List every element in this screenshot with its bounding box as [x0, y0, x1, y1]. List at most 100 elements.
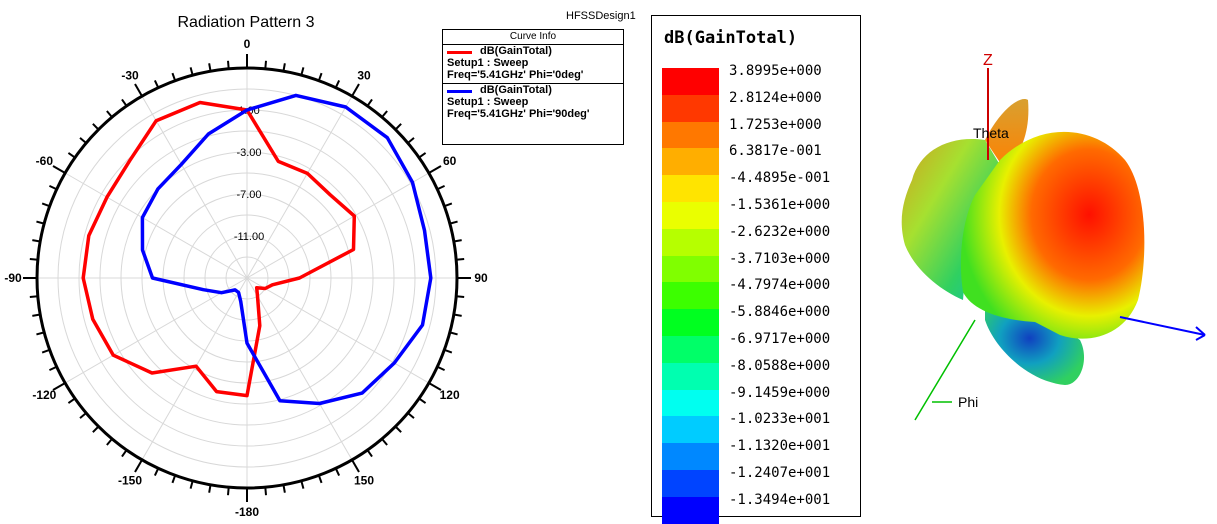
- angle-tick-mark: [49, 184, 58, 191]
- angle-tick-mark: [52, 165, 66, 174]
- angle-tick-mark: [300, 67, 305, 76]
- legend-series-name: dB(GainTotal): [480, 45, 552, 57]
- radial-tick-label: -7.00: [236, 189, 261, 201]
- curve-info-header: Curve Info: [443, 30, 623, 45]
- angle-tick-mark: [456, 258, 465, 261]
- color-scale-value: -1.1320e+001: [729, 438, 831, 455]
- angle-tick-mark: [428, 382, 442, 391]
- angle-tick-mark: [29, 295, 38, 298]
- color-scale-swatch: [662, 469, 719, 497]
- series-line-phi-90: [140, 93, 433, 406]
- angle-ticks: 0 30 60 90 120 150 -180 -150 -120 -90 -60 -30: [4, 37, 488, 519]
- angle-tick-mark: [106, 438, 113, 446]
- angle-tick-mark: [453, 239, 462, 243]
- angle-tick-mark: [351, 83, 360, 97]
- angle-tick-label: -150: [118, 474, 142, 488]
- grid-spoke: [141, 95, 248, 279]
- design-label: HFSSDesign1: [566, 10, 636, 22]
- legend-series-name: dB(GainTotal): [480, 84, 552, 96]
- color-scale-swatch: [662, 228, 719, 256]
- polar-grid: 1.00-3.00-7.00-11.00: [35, 66, 459, 490]
- color-scale-swatch: [662, 175, 719, 202]
- color-scale-value: -6.9717e+000: [729, 330, 831, 347]
- y-axis-line: [1119, 316, 1206, 336]
- angle-tick-mark: [121, 98, 128, 107]
- angle-tick-mark: [449, 331, 458, 336]
- angle-tick-mark: [436, 365, 445, 372]
- legend-params: Freq='5.41GHz' Phi='0deg': [447, 69, 584, 81]
- angle-tick-mark: [264, 487, 267, 496]
- angle-tick-mark: [436, 184, 445, 191]
- series-line-phi-0: [81, 100, 357, 398]
- legend-params: Freq='5.41GHz' Phi='90deg': [447, 108, 590, 120]
- angle-tick-mark: [29, 258, 38, 261]
- legend-swatch-blue: [447, 90, 472, 93]
- angle-tick-mark: [67, 152, 76, 159]
- angle-tick-mark: [227, 60, 230, 69]
- color-scale-value: 1.7253e+000: [729, 116, 822, 133]
- curves: [81, 93, 433, 406]
- angle-tick-mark: [32, 313, 41, 317]
- legend-setup: Setup1 : Sweep: [447, 96, 529, 108]
- angle-tick-mark: [41, 348, 51, 354]
- angle-tick-mark: [300, 480, 305, 489]
- angle-tick-mark: [351, 459, 360, 473]
- radial-tick-label: -11.00: [234, 231, 264, 243]
- color-scale-value: 6.3817e-001: [729, 143, 822, 160]
- angle-tick-mark: [171, 474, 177, 484]
- angle-tick-mark: [41, 202, 51, 208]
- angle-tick-mark: [189, 67, 194, 76]
- curve-info-legend: Curve Info dB(GainTotal) Setup1 : Sweep …: [442, 29, 624, 145]
- pattern-main-lobe: [960, 131, 1145, 339]
- chart-title: Radiation Pattern 3: [178, 14, 315, 31]
- color-scale-value: 3.8995e+000: [729, 63, 822, 79]
- angle-tick-mark: [381, 438, 388, 446]
- angle-tick-mark: [453, 313, 462, 317]
- color-scale-value: -4.4895e-001: [729, 170, 831, 187]
- curve-info-entry-blue: dB(GainTotal) Setup1 : Sweep Freq='5.41G…: [443, 84, 623, 120]
- color-scale-value: -1.3494e+001: [729, 491, 831, 508]
- color-scale-swatch: [662, 201, 719, 229]
- color-scale-value: -1.2407e+001: [729, 464, 831, 481]
- angle-tick-mark: [134, 83, 143, 97]
- angle-tick-label: 90: [474, 271, 488, 285]
- angle-tick-mark: [317, 72, 323, 82]
- phi-axis-line: [914, 319, 976, 421]
- angle-tick-mark: [36, 331, 45, 336]
- angle-tick-label: 30: [357, 68, 371, 82]
- angle-tick-mark: [92, 123, 100, 131]
- z-axis-label: Z: [983, 52, 993, 69]
- color-scale-value: -2.6232e+000: [729, 223, 831, 240]
- color-scale-swatch: [662, 148, 719, 176]
- angle-tick-mark: [428, 165, 442, 174]
- angle-tick-mark: [334, 80, 341, 89]
- grid-spoke: [64, 277, 248, 384]
- angle-tick-mark: [407, 412, 415, 419]
- grid-spoke: [246, 277, 430, 384]
- color-scale-swatch: [662, 496, 719, 524]
- angle-tick-mark: [79, 137, 87, 144]
- angle-tick-mark: [381, 110, 388, 118]
- angle-tick-mark: [394, 425, 402, 433]
- angle-tick-label: -30: [121, 68, 139, 82]
- angle-tick-mark: [282, 63, 286, 72]
- grid-spoke: [246, 95, 353, 279]
- color-scale-swatch: [662, 282, 719, 310]
- angle-tick-mark: [106, 110, 113, 118]
- angle-tick-mark: [394, 123, 402, 131]
- color-scale-swatch: [662, 362, 719, 390]
- angle-tick-mark: [418, 397, 427, 404]
- angle-tick-mark: [36, 220, 45, 225]
- angle-tick-mark: [153, 80, 160, 89]
- color-scale-swatch: [662, 309, 719, 336]
- angle-tick-mark: [456, 295, 465, 298]
- color-scale-value: -9.1459e+000: [729, 384, 831, 401]
- angle-tick-mark: [121, 449, 128, 458]
- color-scale-swatch: [662, 255, 719, 283]
- angle-tick-mark: [134, 459, 143, 473]
- angle-tick-mark: [92, 425, 100, 433]
- grid-spoke: [141, 277, 248, 461]
- pattern-left-lobe: [901, 139, 1000, 300]
- color-scale-legend: dB(GainTotal) 3.8995e+000 2.8124e+000 1.72…: [651, 15, 861, 524]
- angle-tick-label: -180: [235, 505, 259, 519]
